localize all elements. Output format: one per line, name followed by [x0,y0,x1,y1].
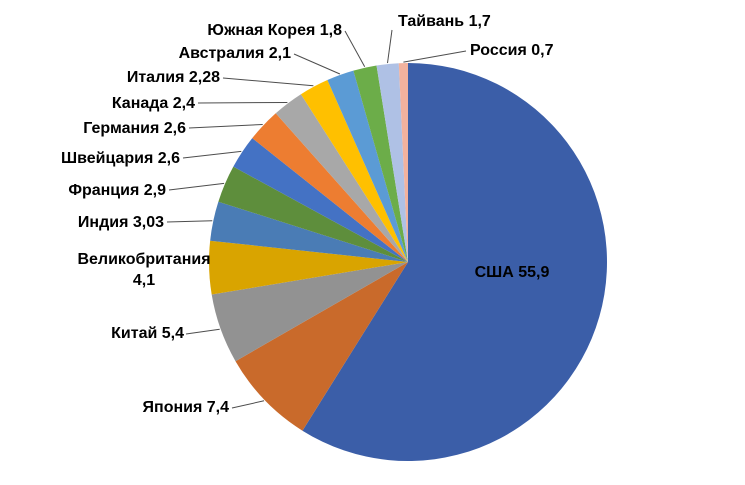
slice-label-russia: Россия 0,7 [470,42,554,59]
slice-label-south-korea: Южная Корея 1,8 [207,22,342,39]
leader-line-france [168,182,225,191]
pie-slice-usa [302,63,608,461]
slice-label-canada: Канада 2,4 [112,95,195,112]
leader-line-taiwan [387,29,393,64]
slice-label-uk: Великобритания 4,1 [77,251,210,289]
leader-line-india [166,220,213,223]
leader-line-germany [188,124,263,129]
slice-label-taiwan: Тайвань 1,7 [398,13,491,30]
leader-line-canada [197,102,288,104]
slice-label-australia: Австралия 2,1 [179,45,292,62]
leader-line-russia [403,50,467,63]
slice-label-china: Китай 5,4 [111,325,184,342]
pie-slice-switzerland [233,138,408,262]
pie-slice-uk [208,240,408,295]
pie-slice-italy [300,80,408,262]
pie-slice-australia [327,70,408,262]
leader-line-japan [231,400,265,409]
pie-slice-taiwan [376,63,408,263]
pie-slice-south-korea [353,65,408,262]
pie-slice-india [210,201,408,262]
slice-label-usa: США 55,9 [475,264,550,281]
slice-label-switzerland: Швейцария 2,6 [61,150,180,167]
pie-slice-france [218,166,408,262]
slice-label-germany: Германия 2,6 [83,120,186,137]
leader-line-italy [222,77,314,87]
slice-label-italy: Италия 2,28 [127,69,220,86]
slice-label-india: Индия 3,03 [78,214,164,231]
pie-slice-canada [275,94,408,262]
slice-label-japan: Япония 7,4 [143,399,230,416]
leader-line-switzerland [182,150,242,159]
pie-slice-russia [398,62,408,262]
slice-label-france: Франция 2,9 [68,182,166,199]
leader-line-australia [293,53,341,75]
pie-slice-china [211,262,408,362]
leader-line-south-korea [344,30,366,68]
leader-line-china [185,328,220,335]
pie-slice-japan [235,262,408,431]
pie-slice-germany [252,113,408,262]
